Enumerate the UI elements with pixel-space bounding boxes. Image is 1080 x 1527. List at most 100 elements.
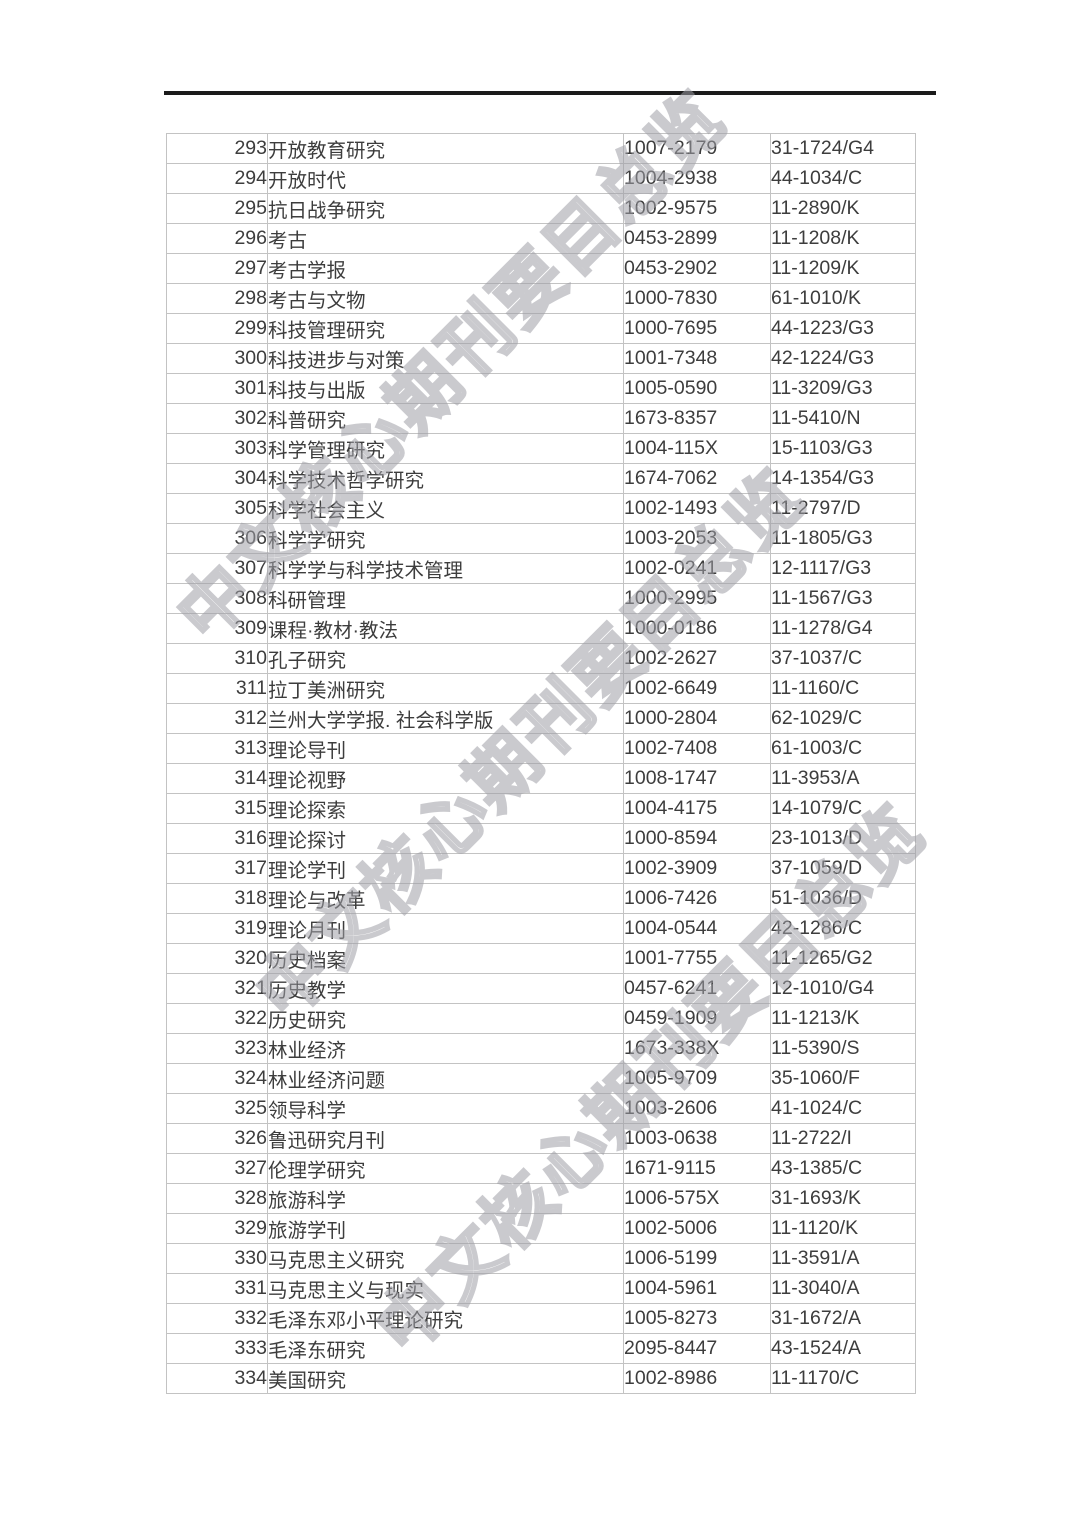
cell-cn-number: 11-5410/N xyxy=(770,403,916,434)
cell-journal-name: 林业经济问题 xyxy=(267,1063,624,1094)
table-row: 327 伦理学研究 1671-9115 43-1385/C xyxy=(166,1153,916,1184)
table-row: 331 马克思主义与现实 1004-5961 11-3040/A xyxy=(166,1273,916,1304)
cell-row-number: 316 xyxy=(166,823,268,854)
cell-cn-number: 37-1059/D xyxy=(770,853,916,884)
cell-issn: 1673-8357 xyxy=(623,403,771,434)
cell-cn-number: 43-1385/C xyxy=(770,1153,916,1184)
cell-cn-number: 23-1013/D xyxy=(770,823,916,854)
cell-row-number: 324 xyxy=(166,1063,268,1094)
cell-issn: 1008-1747 xyxy=(623,763,771,794)
cell-journal-name: 拉丁美洲研究 xyxy=(267,673,624,704)
cell-journal-name: 科学学研究 xyxy=(267,523,624,554)
table-row: 316 理论探讨 1000-8594 23-1013/D xyxy=(166,823,916,854)
cell-issn: 1002-6649 xyxy=(623,673,771,704)
cell-journal-name: 理论视野 xyxy=(267,763,624,794)
cell-issn: 1002-7408 xyxy=(623,733,771,764)
table-row: 324 林业经济问题 1005-9709 35-1060/F xyxy=(166,1063,916,1094)
cell-cn-number: 62-1029/C xyxy=(770,703,916,734)
cell-issn: 1000-2995 xyxy=(623,583,771,614)
cell-row-number: 303 xyxy=(166,433,268,464)
cell-row-number: 321 xyxy=(166,973,268,1004)
cell-issn: 1004-4175 xyxy=(623,793,771,824)
cell-cn-number: 14-1079/C xyxy=(770,793,916,824)
table-row: 319 理论月刊 1004-0544 42-1286/C xyxy=(166,913,916,944)
cell-issn: 1004-115X xyxy=(623,433,771,464)
cell-row-number: 305 xyxy=(166,493,268,524)
cell-issn: 1000-7695 xyxy=(623,313,771,344)
journal-table: 293 开放教育研究 1007-2179 31-1724/G4 294 开放时代… xyxy=(166,133,916,1394)
table-row: 322 历史研究 0459-1909 11-1213/K xyxy=(166,1003,916,1034)
table-row: 305 科学社会主义 1002-1493 11-2797/D xyxy=(166,493,916,524)
table-row: 293 开放教育研究 1007-2179 31-1724/G4 xyxy=(166,133,916,164)
cell-journal-name: 理论学刊 xyxy=(267,853,624,884)
table-row: 333 毛泽东研究 2095-8447 43-1524/A xyxy=(166,1333,916,1364)
cell-journal-name: 理论导刊 xyxy=(267,733,624,764)
table-row: 304 科学技术哲学研究 1674-7062 14-1354/G3 xyxy=(166,463,916,494)
table-row: 296 考古 0453-2899 11-1208/K xyxy=(166,223,916,254)
cell-cn-number: 61-1003/C xyxy=(770,733,916,764)
cell-issn: 0453-2902 xyxy=(623,253,771,284)
cell-journal-name: 理论探索 xyxy=(267,793,624,824)
cell-issn: 1005-8273 xyxy=(623,1303,771,1334)
table-row: 328 旅游科学 1006-575X 31-1693/K xyxy=(166,1183,916,1214)
cell-row-number: 293 xyxy=(166,133,268,164)
cell-row-number: 301 xyxy=(166,373,268,404)
table-row: 303 科学管理研究 1004-115X 15-1103/G3 xyxy=(166,433,916,464)
cell-journal-name: 科普研究 xyxy=(267,403,624,434)
cell-cn-number: 11-5390/S xyxy=(770,1033,916,1064)
table-row: 298 考古与文物 1000-7830 61-1010/K xyxy=(166,283,916,314)
cell-journal-name: 领导科学 xyxy=(267,1093,624,1124)
cell-cn-number: 11-3953/A xyxy=(770,763,916,794)
cell-row-number: 325 xyxy=(166,1093,268,1124)
cell-row-number: 298 xyxy=(166,283,268,314)
cell-issn: 1005-9709 xyxy=(623,1063,771,1094)
cell-cn-number: 12-1117/G3 xyxy=(770,553,916,584)
cell-journal-name: 考古与文物 xyxy=(267,283,624,314)
table-row: 307 科学学与科学技术管理 1002-0241 12-1117/G3 xyxy=(166,553,916,584)
cell-cn-number: 11-1805/G3 xyxy=(770,523,916,554)
cell-row-number: 295 xyxy=(166,193,268,224)
cell-row-number: 311 xyxy=(166,673,268,704)
cell-row-number: 306 xyxy=(166,523,268,554)
cell-cn-number: 61-1010/K xyxy=(770,283,916,314)
cell-issn: 1006-7426 xyxy=(623,883,771,914)
cell-row-number: 323 xyxy=(166,1033,268,1064)
table-row: 311 拉丁美洲研究 1002-6649 11-1160/C xyxy=(166,673,916,704)
cell-issn: 1674-7062 xyxy=(623,463,771,494)
cell-cn-number: 15-1103/G3 xyxy=(770,433,916,464)
cell-row-number: 334 xyxy=(166,1363,268,1394)
table-row: 321 历史教学 0457-6241 12-1010/G4 xyxy=(166,973,916,1004)
cell-cn-number: 42-1224/G3 xyxy=(770,343,916,374)
cell-journal-name: 科学学与科学技术管理 xyxy=(267,553,624,584)
cell-cn-number: 11-2722/I xyxy=(770,1123,916,1154)
table-row: 330 马克思主义研究 1006-5199 11-3591/A xyxy=(166,1243,916,1274)
cell-row-number: 307 xyxy=(166,553,268,584)
cell-cn-number: 11-3209/G3 xyxy=(770,373,916,404)
cell-cn-number: 11-3040/A xyxy=(770,1273,916,1304)
cell-issn: 1004-5961 xyxy=(623,1273,771,1304)
cell-journal-name: 林业经济 xyxy=(267,1033,624,1064)
cell-journal-name: 科技与出版 xyxy=(267,373,624,404)
cell-cn-number: 14-1354/G3 xyxy=(770,463,916,494)
table-row: 314 理论视野 1008-1747 11-3953/A xyxy=(166,763,916,794)
cell-issn: 1002-5006 xyxy=(623,1213,771,1244)
cell-journal-name: 毛泽东研究 xyxy=(267,1333,624,1364)
cell-cn-number: 43-1524/A xyxy=(770,1333,916,1364)
cell-journal-name: 考古 xyxy=(267,223,624,254)
cell-issn: 0453-2899 xyxy=(623,223,771,254)
cell-issn: 1673-338X xyxy=(623,1033,771,1064)
cell-issn: 1004-2938 xyxy=(623,163,771,194)
table-row: 301 科技与出版 1005-0590 11-3209/G3 xyxy=(166,373,916,404)
cell-issn: 1003-2053 xyxy=(623,523,771,554)
table-row: 313 理论导刊 1002-7408 61-1003/C xyxy=(166,733,916,764)
cell-journal-name: 旅游学刊 xyxy=(267,1213,624,1244)
cell-issn: 1003-2606 xyxy=(623,1093,771,1124)
cell-issn: 1671-9115 xyxy=(623,1153,771,1184)
cell-row-number: 328 xyxy=(166,1183,268,1214)
cell-row-number: 294 xyxy=(166,163,268,194)
cell-row-number: 308 xyxy=(166,583,268,614)
cell-cn-number: 11-2797/D xyxy=(770,493,916,524)
cell-row-number: 318 xyxy=(166,883,268,914)
cell-cn-number: 31-1672/A xyxy=(770,1303,916,1334)
journal-table-body: 293 开放教育研究 1007-2179 31-1724/G4 294 开放时代… xyxy=(166,133,916,1394)
